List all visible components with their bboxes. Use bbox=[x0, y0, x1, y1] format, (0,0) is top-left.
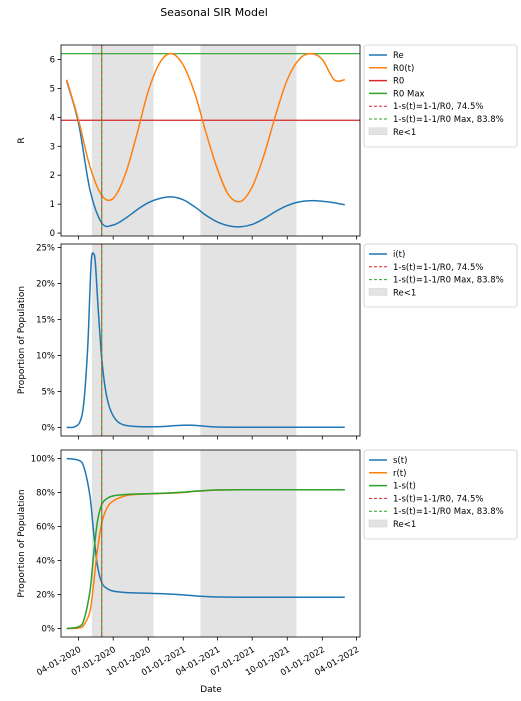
panel-3-re-below-1-band-1 bbox=[91, 450, 154, 637]
panel-1-legend-item-5-label: 1-s(t)=1-1/R0, 74.5% bbox=[393, 102, 483, 112]
panel-1-y-tick-label-1: 0 bbox=[50, 229, 55, 239]
panel-3-y-tick-label-4: 60% bbox=[36, 523, 55, 533]
panel-3-y-tick-label-1: 0% bbox=[42, 625, 56, 635]
panel-1-re-below-1-band-1 bbox=[91, 45, 154, 236]
panel-3-y-tick-label-5: 80% bbox=[36, 489, 55, 499]
panel-3-legend-item-5-label: 1-s(t)=1-1/R0 Max, 83.8% bbox=[393, 507, 504, 517]
panel-2-re-below-1-band-1 bbox=[91, 244, 154, 436]
panel-2-legend-box bbox=[363, 243, 518, 308]
panel-2-y-axis-label: Proportion of Population bbox=[17, 286, 27, 394]
panel-2-y-tick-label-4: 15% bbox=[36, 316, 55, 326]
panel-2-y-tick-label-5: 20% bbox=[36, 280, 55, 290]
panel-1-series-re bbox=[65, 80, 345, 228]
panel-1-plot-area bbox=[61, 45, 360, 236]
panel-3-legend-item-1-label: s(t) bbox=[393, 456, 407, 466]
figure-title: Seasonal SIR Model bbox=[160, 6, 268, 19]
panel-2-plot-area bbox=[66, 244, 345, 436]
panel-1-y-tick-label-7: 6 bbox=[50, 55, 55, 65]
panel-1-frame bbox=[60, 44, 361, 237]
panel-2-series-i-t- bbox=[66, 252, 345, 429]
panel-2-y-tick-label-1: 0% bbox=[42, 423, 56, 433]
panel-1-legend-item-4-label: R0 Max bbox=[393, 89, 425, 99]
panel-3-legend-item-3-label: 1-s(t) bbox=[393, 482, 416, 492]
panel-3-y-axis-label: Proportion of Population bbox=[17, 489, 27, 597]
panel-2-legend-item-2-label: 1-s(t)=1-1/R0, 74.5% bbox=[393, 263, 483, 273]
panel-2-y-tick-label-3: 10% bbox=[36, 351, 55, 361]
panel-3-y-tick-label-3: 40% bbox=[36, 557, 55, 567]
panel-3-legend-item-6-label: Re<1 bbox=[393, 520, 416, 530]
panel-3-plot-area bbox=[66, 450, 345, 637]
panel-1-re-below-1-band-2 bbox=[200, 45, 297, 236]
panel-1-legend-item-2-label: R0(t) bbox=[393, 64, 414, 74]
panel-2-y-tick-label-6: 25% bbox=[36, 244, 55, 254]
panel-1-y-tick-label-4: 3 bbox=[50, 142, 55, 152]
panel-1-y-tick-label-3: 2 bbox=[50, 171, 55, 181]
panel-3-series-1-s-t- bbox=[66, 489, 345, 630]
panel-3-legend-item-2-label: r(t) bbox=[393, 469, 406, 479]
panel-3-series-s-t- bbox=[66, 457, 345, 598]
panel-1-legend-item-1-label: Re bbox=[393, 51, 404, 61]
panel-1-legend-item-7-label: Re<1 bbox=[393, 128, 416, 138]
panel-2-legend-item-1-label: i(t) bbox=[393, 250, 405, 260]
panel-1-series-r0-t- bbox=[65, 52, 345, 203]
panel-1-legend-item-6-label: 1-s(t)=1-1/R0 Max, 83.8% bbox=[393, 115, 504, 125]
panel-1-y-tick-label-5: 4 bbox=[50, 113, 55, 123]
panel-2-y-tick-label-2: 5% bbox=[42, 387, 56, 397]
panel-1-legend-item-7-swatch bbox=[368, 127, 388, 136]
panel-3-re-below-1-band-2 bbox=[200, 450, 297, 637]
panel-1-legend-item-3-label: R0 bbox=[393, 77, 404, 87]
panel-1-y-axis-label: R bbox=[17, 137, 27, 143]
panel-2-legend-item-4-label: Re<1 bbox=[393, 288, 416, 298]
panel-2-legend-item-3-label: 1-s(t)=1-1/R0 Max, 83.8% bbox=[393, 276, 504, 286]
panel-1-y-tick-label-6: 5 bbox=[50, 84, 55, 94]
panel-2-re-below-1-band-2 bbox=[200, 244, 297, 436]
panel-3-frame bbox=[60, 449, 361, 638]
panel-3-legend-item-4-label: 1-s(t)=1-1/R0, 74.5% bbox=[393, 494, 483, 504]
panel-3-y-tick-label-6: 100% bbox=[31, 455, 55, 465]
x-axis-label: Date bbox=[200, 685, 222, 695]
panel-3-legend-box bbox=[363, 449, 518, 540]
panel-1-y-tick-label-2: 1 bbox=[50, 200, 55, 210]
panel-3-legend-item-6-swatch bbox=[368, 519, 388, 528]
panel-1-legend-box bbox=[363, 44, 518, 148]
panel-2-frame bbox=[60, 243, 361, 437]
panel-2-legend-item-4-swatch bbox=[368, 288, 388, 296]
panel-3-y-tick-label-2: 20% bbox=[36, 591, 55, 601]
